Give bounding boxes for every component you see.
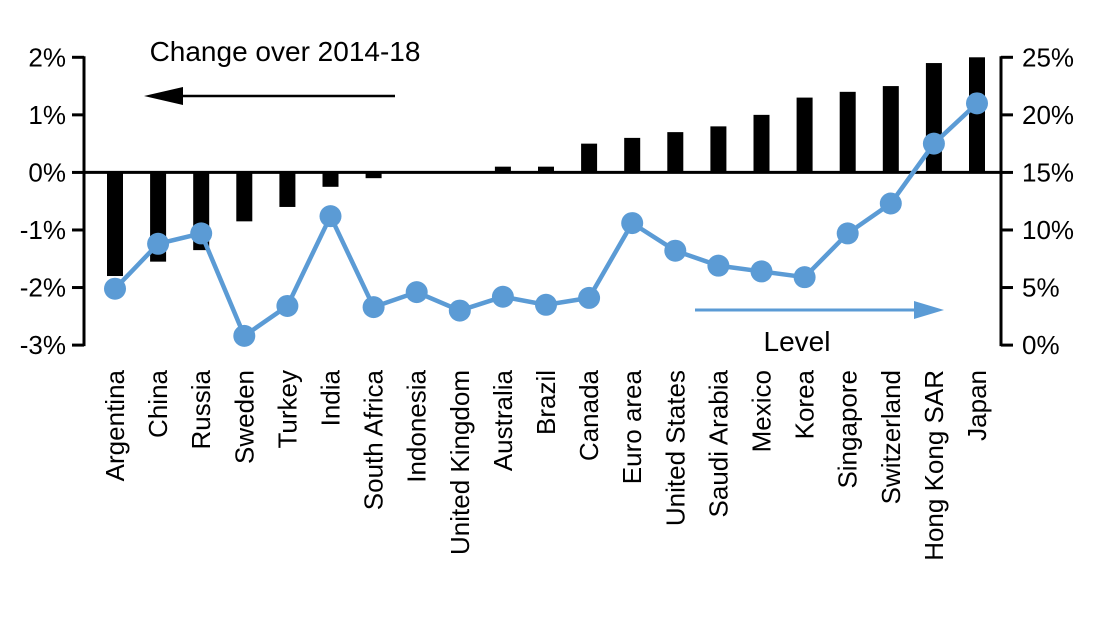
level-marker bbox=[664, 239, 687, 262]
bar bbox=[494, 166, 511, 173]
level-marker bbox=[276, 294, 299, 317]
category-axis: Argentina China Russia Sweden Turkey India Sou… bbox=[100, 369, 992, 560]
x-axis-label: Mexico bbox=[747, 370, 777, 452]
level-marker bbox=[319, 205, 342, 228]
level-marker bbox=[535, 293, 557, 316]
x-axis-label: United States bbox=[660, 370, 690, 526]
bar bbox=[107, 172, 123, 277]
x-axis-label: Sweden bbox=[229, 370, 259, 464]
left-axis-tick-label: 0% bbox=[28, 157, 66, 187]
left-axis-tick-label: 2% bbox=[28, 42, 66, 72]
bar bbox=[538, 166, 554, 173]
bar bbox=[236, 172, 253, 222]
x-axis-label: India bbox=[316, 369, 346, 426]
level-marker bbox=[707, 254, 730, 277]
level-marker bbox=[793, 266, 816, 289]
x-axis-label: China bbox=[143, 369, 173, 437]
level-annotation-label: Level bbox=[764, 326, 831, 357]
x-axis-label: Canada bbox=[574, 369, 604, 461]
x-axis-label: Australia bbox=[488, 369, 518, 471]
level-marker bbox=[836, 222, 859, 245]
x-axis-label: Singapore bbox=[833, 370, 863, 489]
level-marker bbox=[879, 192, 902, 215]
left-axis: 2% 1% 0% -1% -2% -3% bbox=[20, 42, 86, 360]
level-marker bbox=[405, 281, 428, 304]
level-annotation: Level bbox=[695, 301, 944, 357]
left-arrow-icon bbox=[144, 87, 183, 105]
x-axis-label: Japan bbox=[962, 370, 992, 441]
bar bbox=[882, 86, 899, 173]
level-marker bbox=[491, 285, 514, 308]
level-marker bbox=[750, 260, 773, 283]
level-marker bbox=[362, 296, 385, 319]
bar bbox=[710, 126, 727, 173]
left-axis-tick-label: 1% bbox=[28, 100, 66, 130]
level-marker bbox=[448, 299, 471, 322]
x-axis-label: Indonesia bbox=[402, 369, 432, 482]
right-axis-tick-label: 10% bbox=[1022, 215, 1074, 245]
x-axis-label: United Kingdom bbox=[445, 370, 475, 555]
bar bbox=[753, 114, 770, 173]
change-annotation: Change over 2014-18 bbox=[144, 36, 420, 105]
level-marker bbox=[233, 324, 256, 347]
level-marker bbox=[104, 277, 126, 300]
bar bbox=[624, 137, 641, 173]
bar bbox=[839, 91, 856, 173]
right-arrow-icon bbox=[914, 301, 944, 319]
right-axis: 25% 20% 15% 10% 5% 0% bbox=[999, 42, 1074, 360]
x-axis-label: Brazil bbox=[531, 370, 561, 435]
level-marker bbox=[147, 232, 170, 255]
x-axis-label: Switzerland bbox=[876, 370, 906, 504]
x-axis-label: Saudi Arabia bbox=[703, 369, 733, 517]
right-axis-tick-label: 25% bbox=[1022, 42, 1074, 72]
x-axis-label: South Africa bbox=[359, 369, 389, 510]
level-marker bbox=[966, 92, 988, 115]
x-axis-label: Hong Kong SAR bbox=[919, 370, 949, 561]
bar bbox=[796, 97, 813, 173]
bar bbox=[667, 132, 684, 173]
level-marker bbox=[190, 222, 213, 245]
level-marker bbox=[922, 132, 945, 155]
change-annotation-label: Change over 2014-18 bbox=[150, 36, 421, 67]
level-marker bbox=[578, 286, 601, 309]
x-axis-label: Russia bbox=[186, 369, 216, 449]
level-marker bbox=[621, 212, 644, 235]
left-axis-tick-label: -1% bbox=[20, 215, 66, 245]
x-axis-label: Argentina bbox=[100, 369, 130, 481]
bars-series bbox=[107, 57, 985, 277]
right-axis-tick-label: 20% bbox=[1022, 100, 1074, 130]
left-axis-tick-label: -3% bbox=[20, 330, 66, 360]
bar bbox=[279, 172, 296, 207]
bar bbox=[322, 172, 339, 187]
bar bbox=[925, 63, 942, 173]
left-axis-tick-label: -2% bbox=[20, 273, 66, 303]
bar bbox=[581, 143, 598, 173]
right-axis-tick-label: 15% bbox=[1022, 157, 1074, 187]
bar bbox=[969, 57, 985, 173]
bar bbox=[365, 172, 382, 179]
x-axis-label: Euro area bbox=[617, 369, 647, 484]
right-axis-tick-label: 5% bbox=[1022, 273, 1060, 303]
x-axis-label: Turkey bbox=[272, 370, 302, 449]
level-line-series bbox=[104, 92, 988, 347]
right-axis-tick-label: 0% bbox=[1022, 330, 1060, 360]
x-axis-label: Korea bbox=[790, 369, 820, 439]
